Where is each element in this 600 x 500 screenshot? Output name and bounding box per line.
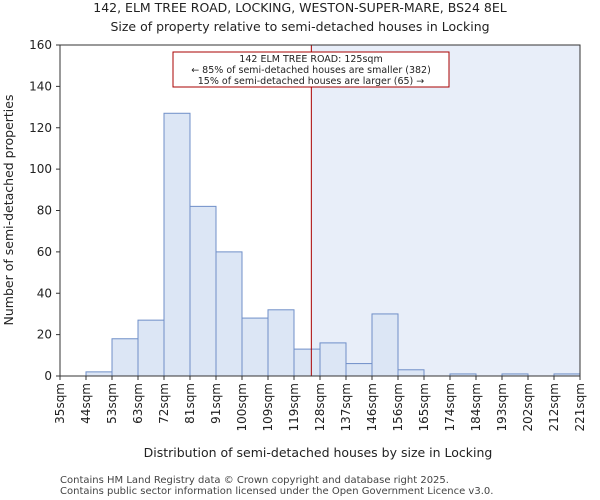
y-tick-label: 60 [37,245,52,259]
x-axis-label: Distribution of semi-detached houses by … [144,445,493,460]
x-tick-label: 212sqm [547,383,561,431]
x-tick-label: 81sqm [183,383,197,424]
y-tick-label: 140 [29,79,52,93]
x-tick-label: 100sqm [235,383,249,431]
y-tick-label: 0 [44,369,52,383]
x-tick-label: 202sqm [521,383,535,431]
annotation-line-2: ← 85% of semi-detached houses are smalle… [191,65,431,76]
histogram-bar [111,338,139,377]
x-tick-label: 53sqm [105,383,119,424]
y-tick-label: 80 [37,204,52,218]
x-tick-label: 165sqm [417,383,431,431]
x-tick-label: 184sqm [469,383,483,431]
histogram-bar [215,251,243,377]
y-tick-label: 120 [29,121,52,135]
y-tick-label: 20 [37,328,52,342]
footer-line-1: Contains HM Land Registry data © Crown c… [60,475,449,486]
y-axis-label: Number of semi-detached properties [1,95,16,326]
annotation-line-3: 15% of semi-detached houses are larger (… [198,76,425,87]
footer-line-2: Contains public sector information licen… [60,486,493,497]
y-tick-label: 160 [29,38,52,52]
histogram-bar [85,371,113,377]
histogram-bar [293,348,321,377]
x-tick-label: 156sqm [391,383,405,431]
y-tick-label: 40 [37,286,52,300]
x-tick-label: 221sqm [573,383,587,431]
x-tick-label: 174sqm [443,383,457,431]
annotation-line-1: 142 ELM TREE ROAD: 125sqm [239,54,382,65]
x-tick-label: 128sqm [313,383,327,431]
plot-area: 0 20 40 60 80 100 120 140 160 35sqm 44sqm 53sqm 63sq… [29,38,587,431]
histogram-bar [267,309,295,377]
histogram-bar [137,319,165,377]
x-tick-label: 35sqm [53,383,67,424]
larger-region-shading [311,45,580,376]
chart-subtitle: Size of property relative to semi-detach… [110,19,489,34]
histogram-bar [319,342,347,377]
histogram-bar [397,369,425,377]
x-tick-label: 193sqm [495,383,509,431]
annotation-frame [172,51,450,88]
x-tick-label: 146sqm [365,383,379,431]
x-tick-label: 109sqm [261,383,275,431]
chart-title: 142, ELM TREE ROAD, LOCKING, WESTON-SUPE… [93,0,507,15]
x-tick-label: 119sqm [287,383,301,431]
annotation-box: 142 ELM TREE ROAD: 125sqm ← 85% of semi-… [172,51,450,88]
x-tick-label: 137sqm [339,383,353,431]
y-tick-label: 100 [29,162,52,176]
x-tick-label: 72sqm [157,383,171,424]
histogram-bar [189,205,217,377]
x-tick-label: 63sqm [131,383,145,424]
histogram-bar [371,313,399,377]
histogram-bar [163,112,191,377]
histogram-bar [345,363,373,377]
x-tick-label: 91sqm [209,383,223,424]
histogram-bar [241,317,269,377]
x-tick-label: 44sqm [79,383,93,424]
